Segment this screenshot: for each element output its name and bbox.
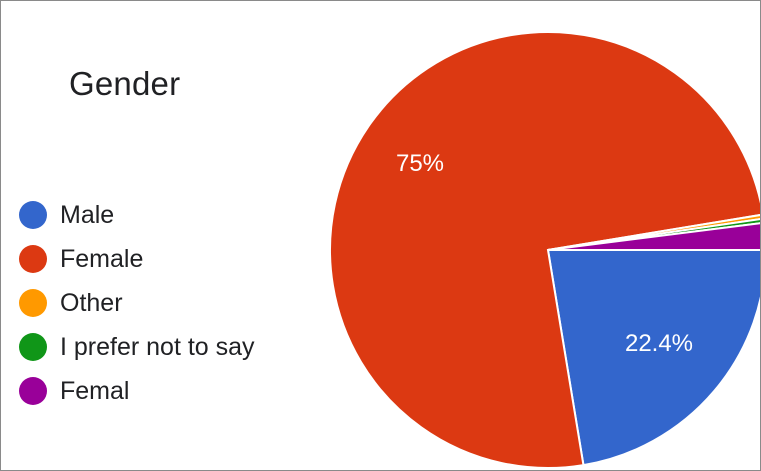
legend-item-male[interactable]: Male [19,193,255,237]
pie-slice-other[interactable] [547,214,760,251]
pie-slice-female[interactable] [329,31,760,469]
pie-slice-male[interactable] [546,249,760,467]
legend-label-prefer-not-to-say: I prefer not to say [60,332,255,361]
legend-label-female: Female [60,244,144,273]
legend-swatch-male [19,201,47,229]
legend-item-prefer-not-to-say[interactable]: I prefer not to say [19,325,255,369]
chart-title: Gender [69,65,181,102]
legend-swatch-prefer-not-to-say [19,333,47,361]
legend-swatch-other [19,289,47,317]
legend-swatch-female [19,245,47,273]
legend-item-femal[interactable]: Femal [19,369,255,413]
legend-label-male: Male [60,200,115,229]
pie-slice-i-prefer-not-to-say[interactable] [547,218,760,251]
slice-label-male: 22.4% [625,330,693,357]
legend: Male Female Other I prefer not to say Fe… [19,193,255,413]
legend-item-other[interactable]: Other [19,281,255,325]
slice-label-female: 75% [396,150,444,177]
legend-label-femal: Femal [60,376,130,405]
legend-item-female[interactable]: Female [19,237,255,281]
pie-slice-femal[interactable] [547,222,760,251]
legend-swatch-femal [19,377,47,405]
legend-label-other: Other [60,288,123,317]
